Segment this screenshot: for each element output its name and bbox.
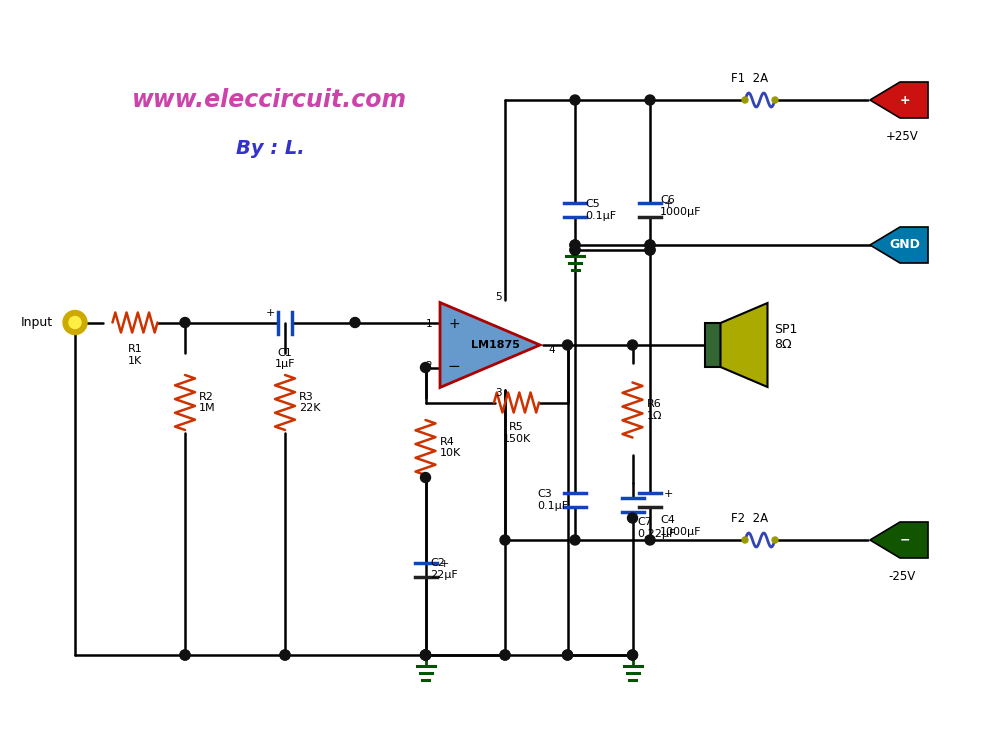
Text: 2: 2: [425, 361, 432, 371]
Text: F2  2A: F2 2A: [731, 512, 769, 525]
Text: C1
1μF: C1 1μF: [275, 347, 295, 369]
Circle shape: [645, 245, 655, 255]
Text: C2
22μF: C2 22μF: [430, 558, 458, 580]
Circle shape: [628, 650, 638, 660]
Text: C4
1000μF: C4 1000μF: [660, 515, 702, 537]
Circle shape: [420, 650, 430, 660]
Text: C3
0.1μF: C3 0.1μF: [537, 490, 568, 511]
Text: C6
1000μF: C6 1000μF: [660, 195, 702, 217]
Text: +: +: [664, 489, 673, 499]
Text: +: +: [664, 199, 673, 209]
Circle shape: [562, 650, 572, 660]
Circle shape: [420, 472, 430, 483]
Circle shape: [645, 535, 655, 545]
Text: +: +: [440, 559, 449, 569]
Circle shape: [69, 317, 81, 329]
Circle shape: [180, 317, 190, 328]
Circle shape: [570, 240, 580, 250]
Circle shape: [280, 650, 290, 660]
Polygon shape: [870, 227, 928, 263]
Polygon shape: [440, 302, 540, 387]
Circle shape: [562, 650, 572, 660]
Circle shape: [420, 650, 430, 660]
Text: R4
10K: R4 10K: [440, 437, 461, 458]
Circle shape: [63, 311, 87, 335]
Circle shape: [645, 240, 655, 250]
Text: +: +: [266, 308, 275, 319]
Text: By : L.: By : L.: [236, 138, 304, 157]
Circle shape: [420, 362, 430, 372]
Text: C5
0.1μF: C5 0.1μF: [585, 199, 616, 221]
Circle shape: [772, 97, 778, 103]
Circle shape: [628, 340, 638, 350]
Circle shape: [180, 650, 190, 660]
Text: +: +: [900, 93, 910, 107]
Polygon shape: [870, 522, 928, 558]
Circle shape: [570, 535, 580, 545]
Text: +25V: +25V: [886, 130, 918, 143]
Text: F1  2A: F1 2A: [731, 72, 769, 85]
Text: −: −: [448, 359, 460, 374]
Text: R2
1M: R2 1M: [199, 392, 216, 414]
Circle shape: [645, 245, 655, 255]
Circle shape: [420, 650, 430, 660]
Circle shape: [742, 97, 748, 103]
Circle shape: [570, 240, 580, 250]
Text: 5: 5: [495, 293, 501, 302]
Circle shape: [742, 537, 748, 543]
Bar: [704, 323, 720, 367]
Circle shape: [628, 650, 638, 660]
Text: www.eleccircuit.com: www.eleccircuit.com: [132, 88, 408, 112]
Text: C7
0.22μF: C7 0.22μF: [638, 517, 676, 538]
Text: R1
1K: R1 1K: [128, 344, 142, 366]
Text: GND: GND: [890, 238, 920, 251]
Circle shape: [280, 650, 290, 660]
Text: −: −: [900, 533, 910, 547]
Circle shape: [645, 95, 655, 105]
Circle shape: [500, 535, 510, 545]
Text: +: +: [448, 317, 460, 331]
Circle shape: [500, 650, 510, 660]
Text: R3
22K: R3 22K: [299, 392, 320, 414]
Circle shape: [570, 245, 580, 255]
Circle shape: [350, 317, 360, 328]
Circle shape: [570, 95, 580, 105]
Circle shape: [180, 650, 190, 660]
Text: 3: 3: [495, 387, 501, 398]
Text: Input: Input: [21, 316, 53, 329]
Circle shape: [500, 650, 510, 660]
Text: 1: 1: [425, 319, 432, 329]
Circle shape: [628, 513, 638, 523]
Polygon shape: [720, 303, 768, 387]
Circle shape: [420, 650, 430, 660]
Text: LM1875: LM1875: [471, 340, 519, 350]
Circle shape: [562, 340, 572, 350]
Text: R6
1Ω: R6 1Ω: [646, 399, 662, 421]
Text: R5
150K: R5 150K: [502, 423, 531, 444]
Circle shape: [645, 240, 655, 250]
Text: 4: 4: [548, 345, 555, 355]
Text: -25V: -25V: [888, 570, 916, 583]
Circle shape: [570, 245, 580, 255]
Polygon shape: [870, 82, 928, 118]
Circle shape: [772, 537, 778, 543]
Text: SP1
8Ω: SP1 8Ω: [774, 323, 798, 351]
